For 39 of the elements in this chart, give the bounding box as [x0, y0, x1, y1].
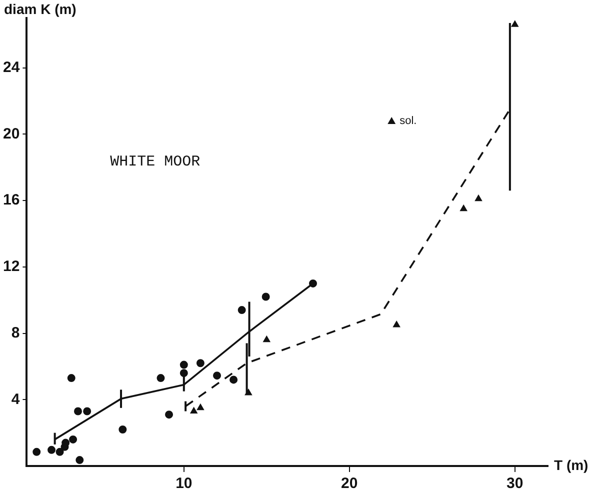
point	[262, 292, 270, 301]
point	[83, 407, 92, 416]
point	[393, 320, 400, 328]
point	[213, 372, 222, 380]
point	[460, 204, 468, 212]
point	[56, 448, 64, 456]
y-tick-label: 4	[11, 390, 20, 408]
x-tick-label: 20	[341, 475, 358, 492]
point	[238, 306, 246, 314]
x-tick-label: 30	[506, 475, 524, 492]
y-tick-label: 24	[2, 58, 20, 76]
y-tick-label: 16	[2, 192, 20, 209]
legend-label: sol.	[400, 115, 417, 128]
point	[118, 425, 127, 434]
point	[48, 446, 56, 454]
annotation: WHITE MOOR	[110, 153, 200, 170]
y-tick-label: 8	[11, 324, 20, 342]
point	[67, 374, 76, 382]
point	[230, 376, 238, 384]
y-tick-label: 20	[2, 125, 20, 142]
point	[196, 404, 204, 410]
point	[190, 407, 198, 414]
point	[69, 435, 78, 444]
point	[165, 410, 174, 419]
point	[474, 194, 482, 202]
point	[180, 360, 188, 369]
point	[511, 20, 518, 27]
point	[76, 456, 84, 464]
point	[263, 336, 270, 342]
y-tick-label: 12	[2, 258, 20, 276]
point	[74, 407, 82, 416]
point	[180, 369, 188, 378]
point	[32, 448, 41, 456]
point	[156, 374, 165, 382]
point	[308, 279, 317, 288]
x-tick-label: 10	[176, 475, 192, 492]
point	[196, 359, 204, 368]
x-axis-title: T (m)	[554, 456, 588, 473]
y-axis-title: diam K (m)	[4, 1, 76, 17]
